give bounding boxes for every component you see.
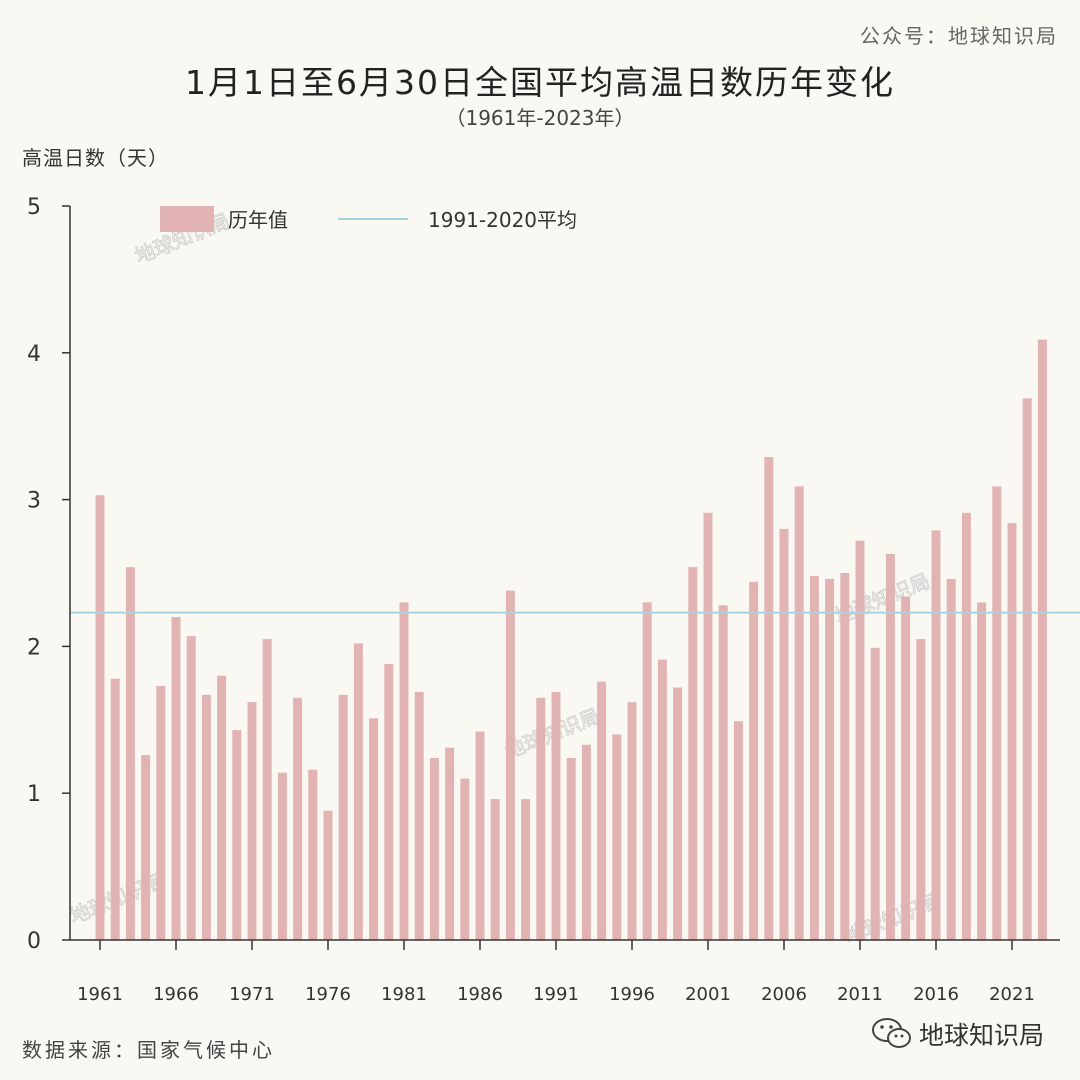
bar-1970 (232, 730, 242, 940)
bar-2011 (855, 540, 865, 940)
bar-1993 (581, 744, 591, 940)
bar-2023 (1037, 339, 1047, 941)
wechat-icon (871, 1018, 911, 1048)
x-tick-label-1996: 1996 (609, 984, 655, 1005)
bar-1982 (414, 691, 424, 940)
chart-title: 1月1日至6月30日全国平均高温日数历年变化 (185, 63, 895, 102)
bar-1985 (460, 778, 470, 940)
y-tick-label-2: 2 (27, 635, 41, 660)
bar-1966 (171, 617, 181, 940)
x-tick-label-1991: 1991 (533, 984, 579, 1005)
bar-2007 (794, 486, 804, 940)
bar-1994 (597, 681, 607, 940)
bar-2008 (809, 575, 819, 940)
bar-1989 (521, 799, 531, 940)
x-tick-label-1986: 1986 (457, 984, 503, 1005)
bar-1987 (490, 799, 500, 940)
bar-1992 (566, 757, 576, 940)
bar-2015 (916, 639, 926, 940)
bar-1964 (141, 755, 151, 940)
bar-2001 (703, 512, 713, 940)
bar-1980 (384, 664, 394, 940)
bar-1967 (186, 636, 196, 940)
bar-2005 (764, 457, 774, 940)
bar-2012 (870, 647, 880, 940)
bars (95, 339, 1047, 941)
bar-2004 (749, 581, 759, 940)
bar-2016 (931, 530, 941, 940)
bar-1999 (673, 687, 683, 940)
bar-1973 (277, 772, 287, 940)
x-tick-label-2006: 2006 (761, 984, 807, 1005)
bar-1986 (475, 731, 485, 940)
bar-2000 (688, 567, 698, 940)
bar-1998 (657, 659, 667, 940)
bar-1977 (338, 694, 348, 940)
bar-1988 (505, 590, 515, 940)
y-tick-label-0: 0 (27, 929, 41, 954)
x-tick-label-2016: 2016 (913, 984, 959, 1005)
x-tick-label-1966: 1966 (153, 984, 199, 1005)
bar-2006 (779, 528, 789, 940)
bar-2010 (840, 573, 850, 940)
bar-2019 (977, 602, 987, 940)
bar-2003 (733, 721, 743, 940)
y-axis-label: 高温日数（天） (22, 146, 169, 170)
x-tick-label-2001: 2001 (685, 984, 731, 1005)
bar-1974 (293, 697, 303, 940)
bar-2021 (1007, 523, 1017, 940)
bar-2014 (901, 596, 911, 940)
axes: 0 1 2 3 4 5 1961 1966 1971 1976 1981 1986 1991 1996 20… (27, 195, 1060, 1005)
bar-1978 (353, 643, 363, 940)
bar-1976 (323, 810, 333, 940)
bar-2017 (946, 578, 956, 940)
bar-1995 (612, 734, 622, 940)
account-tag: 公众号：地球知识局 (860, 24, 1058, 48)
bar-1971 (247, 702, 257, 940)
bar-2022 (1022, 398, 1032, 940)
bar-1968 (201, 694, 211, 940)
bar-2009 (825, 578, 835, 940)
bar-1984 (445, 747, 455, 940)
bar-1962 (110, 678, 120, 940)
bar-1972 (262, 639, 272, 940)
y-tick-label-4: 4 (27, 342, 41, 367)
x-tick-label-2021: 2021 (989, 984, 1035, 1005)
y-tick-label-1: 1 (27, 782, 41, 807)
legend-bar-swatch (160, 206, 214, 232)
bar-1990 (536, 697, 546, 940)
bar-2018 (961, 512, 971, 940)
bar-1961 (95, 495, 105, 940)
brand: 地球知识局 (871, 1016, 1044, 1052)
bar-1979 (369, 718, 379, 940)
bar-1997 (642, 602, 652, 940)
bar-1965 (156, 686, 166, 940)
legend: 历年值 1991-2020平均 (160, 206, 577, 232)
bar-1969 (217, 675, 227, 940)
bar-1963 (125, 567, 135, 940)
bar-2020 (992, 486, 1002, 940)
bar-1983 (429, 757, 439, 940)
x-tick-label-1981: 1981 (381, 984, 427, 1005)
brand-name: 地球知识局 (918, 1021, 1044, 1050)
legend-bar-label: 历年值 (228, 208, 288, 232)
x-tick-label-1961: 1961 (77, 984, 123, 1005)
chart-subtitle: （1961年-2023年） (445, 106, 635, 130)
bar-1975 (308, 769, 318, 940)
bar-1996 (627, 702, 637, 940)
x-tick-label-1971: 1971 (229, 984, 275, 1005)
source-note: 数据来源：国家气候中心 (22, 1038, 275, 1062)
x-tick-label-1976: 1976 (305, 984, 351, 1005)
bar-1991 (551, 691, 561, 940)
bar-2002 (718, 605, 728, 940)
legend-line-label: 1991-2020平均 (428, 208, 577, 232)
y-tick-label-3: 3 (27, 489, 41, 514)
bar-2013 (885, 553, 895, 940)
x-tick-label-2011: 2011 (837, 984, 883, 1005)
bar-1981 (399, 602, 409, 940)
y-tick-label-5: 5 (27, 195, 41, 220)
